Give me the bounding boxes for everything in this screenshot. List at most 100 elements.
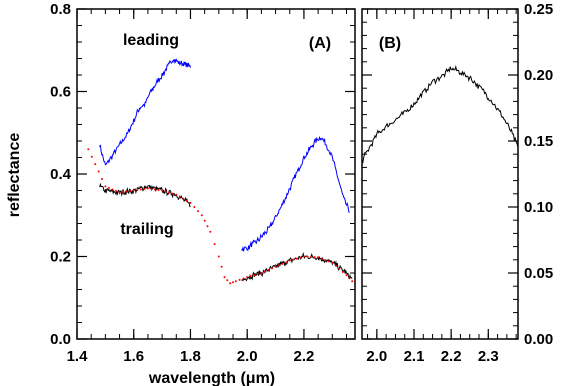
dotted-point — [302, 255, 305, 258]
panel-b-data — [361, 64, 519, 164]
dotted-point — [143, 188, 146, 190]
dotted-point — [324, 259, 327, 261]
dotted-point — [317, 256, 320, 259]
dotted-point — [213, 243, 216, 246]
dotted-point — [132, 189, 135, 192]
dotted-point — [281, 262, 284, 265]
dotted-point — [338, 267, 341, 270]
dotted-point — [299, 256, 302, 259]
dotted-point — [90, 155, 93, 158]
dotted-point — [310, 255, 312, 258]
dotted-point — [249, 275, 252, 278]
dotted-point — [274, 265, 277, 268]
dotted-point — [203, 219, 206, 222]
x-tick-label: 2.0 — [237, 348, 258, 365]
dotted-point — [292, 258, 295, 261]
dotted-point — [295, 257, 298, 260]
x-tick-label: 2.3 — [478, 348, 499, 365]
dotted-point — [217, 255, 220, 258]
dotted-point — [101, 178, 103, 180]
dotted-point — [111, 188, 114, 191]
dotted-point — [168, 191, 171, 194]
dotted-point — [125, 190, 128, 193]
leading-series-line — [241, 135, 350, 252]
dotted-point — [256, 273, 259, 275]
x-tick-label: 2.0 — [366, 348, 387, 365]
dotted-point — [226, 279, 229, 282]
dotted-point — [331, 261, 334, 264]
spectrum-series-line — [361, 64, 519, 164]
y-tick-label: 0.10 — [524, 199, 553, 216]
y-tick-label: 0.6 — [50, 84, 71, 101]
y-tick-label: 0.15 — [524, 133, 553, 150]
dotted-point — [242, 277, 245, 280]
dotted-point — [122, 191, 125, 193]
dotted-point — [288, 259, 291, 262]
trailing-annotation: trailing — [120, 221, 173, 238]
x-tick-label: 2.1 — [404, 348, 425, 365]
dotted-point — [253, 274, 256, 277]
dotted-point — [87, 148, 90, 151]
panel-b-label: (B) — [379, 35, 401, 52]
dotted-point — [94, 163, 97, 166]
dotted-point — [278, 264, 281, 267]
y-axis-title: reflectance — [6, 133, 23, 218]
panel-a-label: (A) — [309, 35, 331, 52]
y-tick-label: 0.25 — [524, 1, 553, 18]
leading-annotation: leading — [123, 32, 179, 49]
dotted-point — [306, 255, 309, 258]
dotted-point — [238, 278, 241, 281]
panel-b-ticks: 2.0 2.1 2.2 2.3 0.00 0.05 0.10 0.15 0.20 0.25 — [362, 1, 553, 365]
dotted-point — [115, 190, 117, 192]
dotted-point — [164, 190, 167, 193]
dotted-point — [246, 276, 249, 279]
panel-b-frame — [361, 8, 519, 340]
dotted-point — [146, 187, 149, 190]
y-tick-label: 0.20 — [524, 67, 553, 84]
dotted-point — [150, 188, 153, 190]
dotted-point — [175, 193, 178, 196]
dotted-point — [348, 277, 351, 280]
dotted-point — [341, 271, 344, 273]
panel-a-data — [87, 58, 354, 285]
x-tick-label: 2.2 — [441, 348, 462, 365]
x-axis-title: wavelength (μm) — [148, 370, 275, 386]
dotted-point — [107, 186, 110, 189]
dotted-point — [267, 268, 270, 271]
dotted-point — [234, 280, 237, 283]
panel-a: 1.4 1.6 1.8 2.0 2.2 0.0 0.2 0.4 0.6 0.8 (A) leadi… — [6, 1, 356, 386]
dotted-point — [220, 265, 223, 268]
dotted-point — [320, 257, 323, 260]
dotted-point — [104, 185, 107, 188]
dotted-point — [161, 189, 164, 192]
dotted-point — [185, 199, 188, 202]
y-tick-label: 0.0 — [50, 331, 71, 348]
panel-a-ticks: 1.4 1.6 1.8 2.0 2.2 0.0 0.2 0.4 0.6 0.8 — [50, 1, 355, 365]
x-tick-label: 1.8 — [180, 348, 201, 365]
dotted-point — [189, 201, 192, 204]
dotted-point — [345, 274, 348, 277]
dotted-point — [223, 276, 226, 279]
y-tick-label: 0.00 — [524, 331, 553, 348]
dotted-point — [97, 170, 100, 173]
dotted-point — [229, 282, 232, 285]
dotted-point — [154, 188, 156, 191]
dotted-point — [313, 256, 316, 259]
dotted-point — [260, 272, 263, 274]
dotted-point — [285, 261, 288, 264]
x-tick-label: 1.4 — [67, 348, 89, 365]
dotted-point — [129, 190, 132, 192]
dotted-point — [271, 267, 273, 270]
x-tick-label: 1.6 — [123, 348, 144, 365]
dotted-point — [263, 270, 266, 273]
dotted-point — [206, 225, 209, 228]
dotted-point — [200, 214, 203, 217]
dotted-point — [157, 189, 160, 191]
y-tick-label: 0.2 — [50, 249, 71, 266]
y-tick-label: 0.8 — [50, 1, 71, 18]
dotted-point — [178, 195, 181, 198]
y-tick-label: 0.4 — [50, 166, 72, 183]
dotted-point — [136, 189, 139, 191]
